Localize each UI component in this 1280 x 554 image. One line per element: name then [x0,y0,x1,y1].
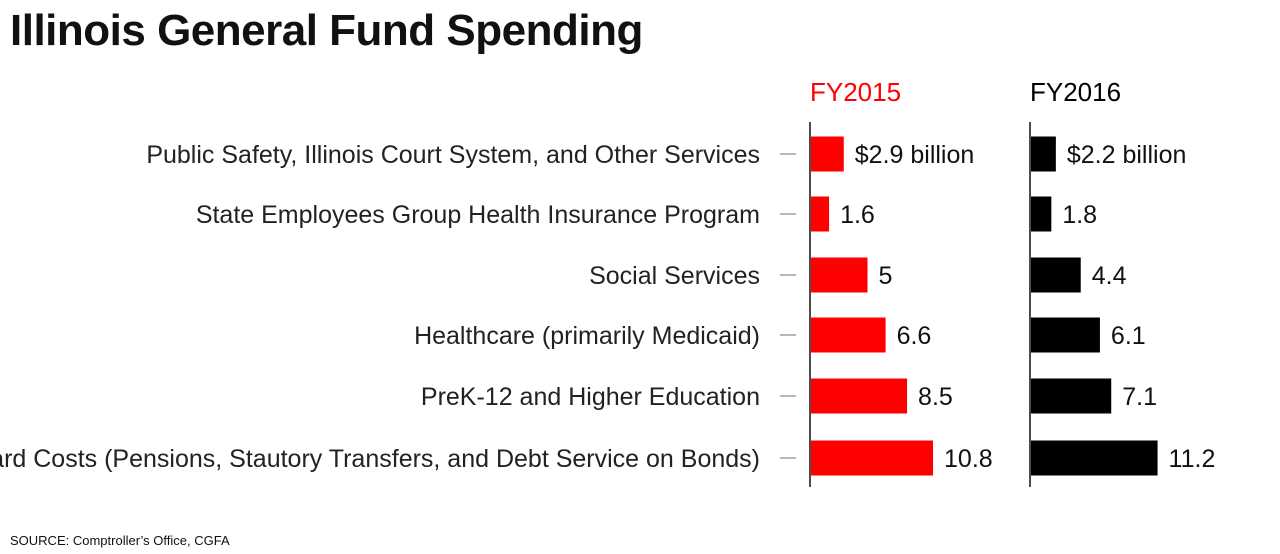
bar [811,317,886,353]
bar [1031,317,1100,353]
data-label: 6.1 [1111,322,1146,350]
bar [811,440,934,476]
bar [811,136,844,172]
chart-title: Illinois General Fund Spending [10,6,643,55]
data-label: $2.2 billion [1067,141,1187,169]
bar [811,196,830,232]
bar [811,257,868,293]
data-label: 1.8 [1062,201,1097,229]
bar [1031,196,1052,232]
bar [1031,257,1081,293]
category-label: State Employees Group Health Insurance P… [196,201,760,229]
category-label: Hard Costs (Pensions, Stautory Transfers… [0,445,760,473]
data-label: 4.4 [1092,262,1127,290]
bar [1031,136,1056,172]
data-label: 10.8 [944,445,993,473]
data-label: 11.2 [1169,445,1216,473]
source-note: SOURCE: Comptroller’s Office, CGFA [10,533,230,548]
data-label: $2.9 billion [855,141,975,169]
category-label: Social Services [589,262,760,290]
bar [811,378,908,414]
bar [1031,378,1112,414]
data-label: 8.5 [918,383,953,411]
data-label: 6.6 [897,322,932,350]
series-header: FY2015 [810,77,901,107]
data-label: 5 [879,262,893,290]
series-header: FY2016 [1030,77,1121,107]
data-label: 1.6 [840,201,875,229]
category-label: Healthcare (primarily Medicaid) [414,322,760,350]
bar [1031,440,1158,476]
category-label: PreK-12 and Higher Education [421,383,760,411]
category-label: Public Safety, Illinois Court System, an… [146,141,760,169]
data-label: 7.1 [1122,383,1157,411]
